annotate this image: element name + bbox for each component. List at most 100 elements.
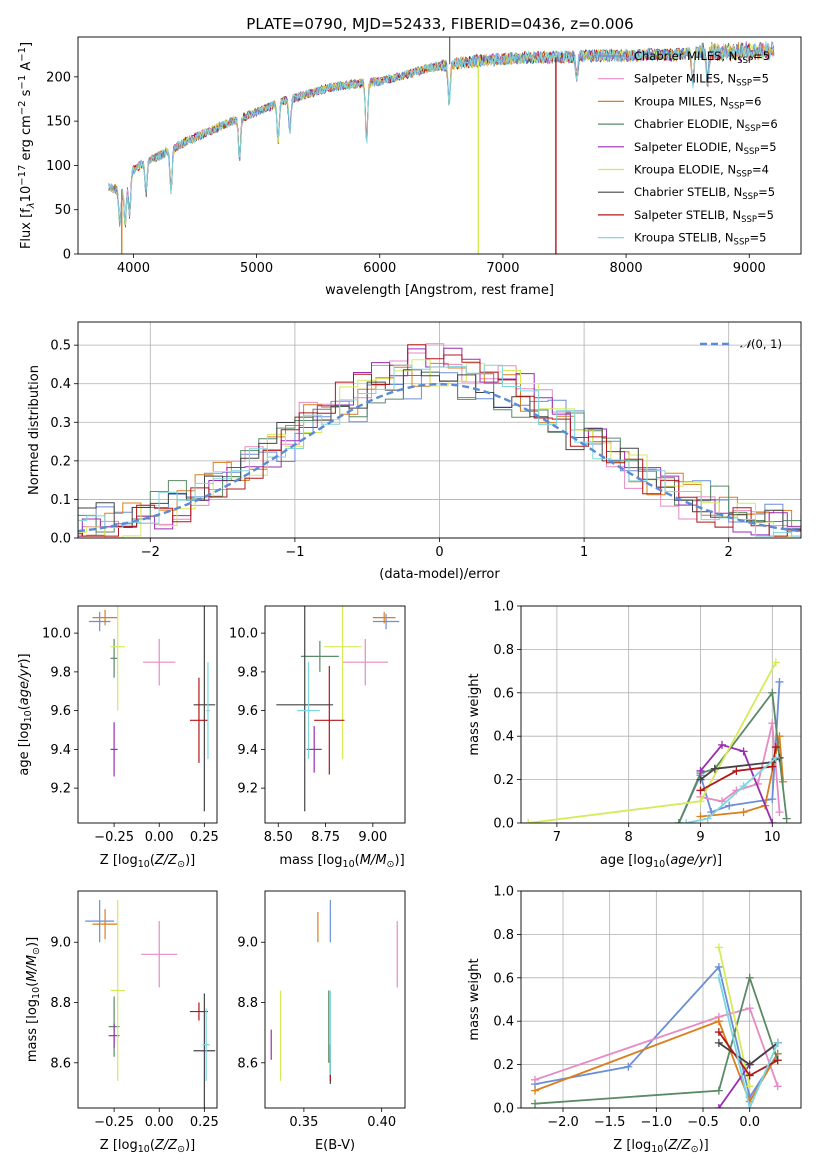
y-tick-label: 0.5 <box>50 339 71 354</box>
massweight_vs_age-xlabel: age [log10(age/yr)] <box>600 853 722 870</box>
weight-marker <box>745 1104 754 1108</box>
axes-age_vs_Z: −0.25 0.00 0.25 9.2 9.4 9.6 9.8 10.0 <box>42 627 219 845</box>
weight-marker <box>718 740 727 749</box>
weight-marker <box>739 747 748 756</box>
y-tick-label: 0.0 <box>493 817 514 832</box>
weight-marker <box>674 819 683 823</box>
legend-label: Chabrier ELODIE, NSSP=6 <box>634 117 778 134</box>
legend-label: Salpeter ELODIE, NSSP=5 <box>634 140 777 157</box>
y-tick-label: 0.4 <box>493 1015 514 1030</box>
y-tick-label: 0.4 <box>493 730 514 745</box>
weight-marker <box>768 795 777 804</box>
weight-marker <box>714 1028 723 1037</box>
x-tick-label: 0 <box>435 545 443 560</box>
y-tick-label: 0.8 <box>493 928 514 943</box>
y-tick-label: 8.8 <box>50 996 71 1011</box>
legend-label: 𝒩(0, 1) <box>740 337 782 351</box>
y-tick-label: 0.1 <box>50 493 71 508</box>
legend-label: Kroupa ELODIE, NSSP=4 <box>634 163 769 180</box>
y-tick-label: 9.2 <box>237 782 258 797</box>
x-tick-label: 9000 <box>733 261 766 276</box>
weight-marker <box>771 743 780 752</box>
x-tick-label: 10 <box>764 830 781 845</box>
weight-marker <box>714 1086 723 1095</box>
weight-marker <box>768 688 777 697</box>
x-tick-label: 0.25 <box>190 1115 219 1130</box>
mass-vs-ebv-xlabel: E(B-V) <box>315 1138 355 1153</box>
y-tick-label: 9.0 <box>50 936 71 951</box>
axes-mass_vs_Z: −0.25 0.00 0.25 8.6 8.8 9.0 <box>50 936 219 1130</box>
x-tick-label: −1.5 <box>594 1115 626 1130</box>
weight-marker <box>775 808 784 817</box>
massweight_vs_age-frame <box>520 605 802 824</box>
mass-vs-z-xlabel: Z [log10(Z/Z⊙)] <box>100 1138 195 1155</box>
weight-marker <box>714 1038 723 1047</box>
y-tick-label: 1.0 <box>493 885 514 900</box>
weight-marker <box>696 786 705 795</box>
residuals-xlabel: (data-model)/error <box>379 567 500 582</box>
weight-marker <box>718 797 727 806</box>
x-tick-label: 4000 <box>117 261 150 276</box>
y-tick-label: 9.8 <box>237 665 258 680</box>
y-tick-label: 0 <box>63 248 71 263</box>
x-tick-label: 9 <box>696 830 704 845</box>
spectrum-legend: Chabrier MILES, NSSP=5 Salpeter MILES, NS… <box>598 49 778 248</box>
y-tick-label: 8.6 <box>50 1056 71 1071</box>
y-tick-label: 150 <box>46 115 71 130</box>
y-tick-label: 0.2 <box>50 454 71 469</box>
x-tick-label: 5000 <box>240 261 273 276</box>
y-tick-label: 8.8 <box>237 996 258 1011</box>
weight-marker <box>732 766 741 775</box>
mass_vs_EBV-frame <box>264 890 406 1109</box>
x-tick-label: −2 <box>141 545 160 560</box>
y-tick-label: 50 <box>54 203 71 218</box>
legend-label: Salpeter MILES, NSSP=5 <box>634 72 769 89</box>
axes-spectrum: 4000 5000 6000 7000 8000 9000 0 50 100 150 200 <box>46 70 766 276</box>
gaussian-reference-curve <box>78 382 801 533</box>
weight-marker <box>768 762 777 771</box>
weight-line-chabrier-elodie <box>678 690 788 823</box>
legend-label: Salpeter STELIB, NSSP=5 <box>634 208 774 225</box>
weight-marker <box>745 1071 754 1080</box>
massweight_vs_Z-xlabel: Z [log10(Z/Z⊙)] <box>613 1138 708 1155</box>
x-tick-label: 7 <box>553 830 561 845</box>
weight-line-kroupa-stelib <box>685 757 777 823</box>
weight-marker <box>725 801 734 810</box>
x-tick-label: −1.0 <box>641 1115 673 1130</box>
y-tick-label: 1.0 <box>493 600 514 615</box>
y-tick-label: 0.2 <box>493 773 514 788</box>
weight-marker <box>531 1086 539 1095</box>
x-tick-label: 7000 <box>486 261 519 276</box>
x-tick-label: 9.00 <box>358 830 387 845</box>
figure-title: PLATE=0790, MJD=52433, FIBERID=0436, z=0… <box>246 15 633 33</box>
x-tick-label: −0.5 <box>687 1115 719 1130</box>
mass-vs-z-ylabel: mass [log10(M/M⊙)] <box>25 937 42 1062</box>
x-tick-label: −0.25 <box>94 1115 134 1130</box>
spectrum-frame <box>77 36 802 255</box>
legend-label: Chabrier STELIB, NSSP=5 <box>634 185 775 202</box>
y-tick-label: 100 <box>46 159 71 174</box>
weight-marker <box>696 766 705 775</box>
weight-marker <box>771 753 780 762</box>
y-tick-label: 0.6 <box>493 971 514 986</box>
y-tick-label: 0.0 <box>50 532 71 547</box>
weight-marker <box>696 797 705 806</box>
weight-marker <box>739 808 748 817</box>
weight-marker <box>782 814 791 823</box>
weight-marker <box>768 819 777 823</box>
weight-marker <box>531 1099 539 1108</box>
weight-marker <box>624 1062 633 1071</box>
y-tick-label: 0.4 <box>50 377 71 392</box>
y-tick-label: 8.6 <box>237 1056 258 1071</box>
y-tick-label: 0.0 <box>493 1102 514 1117</box>
weight-marker <box>773 1038 782 1047</box>
mass_vs_Z-plot <box>85 900 216 1108</box>
weight-line-salpeter-elodie <box>699 743 774 823</box>
x-tick-label: 8.50 <box>264 830 293 845</box>
weight-marker <box>524 819 533 823</box>
x-tick-label: 0.25 <box>190 830 219 845</box>
residuals-ylabel: Normed distribution <box>27 365 42 495</box>
massweight_vs_age-plot <box>524 658 791 823</box>
massweight_vs_Z-frame <box>520 890 802 1109</box>
